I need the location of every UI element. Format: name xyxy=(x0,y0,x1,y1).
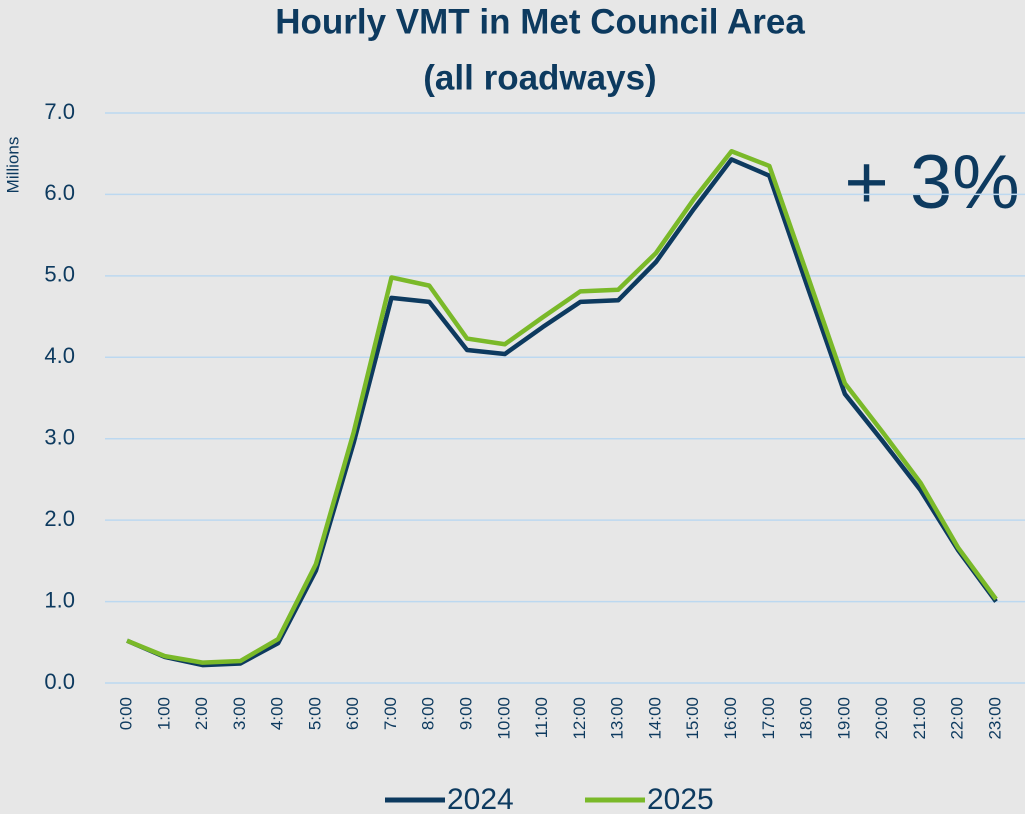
x-tick-label: 22:00 xyxy=(948,697,967,740)
legend-label: 2025 xyxy=(647,783,714,814)
x-tick-label: 11:00 xyxy=(532,697,551,738)
x-tick-label: 0:00 xyxy=(116,697,135,730)
x-tick-label: 7:00 xyxy=(381,697,400,730)
y-tick-label: 5.0 xyxy=(44,262,75,287)
x-tick-label: 23:00 xyxy=(985,697,1004,740)
line-series xyxy=(126,157,998,668)
x-tick-label: 1:00 xyxy=(154,697,173,730)
y-axis-label: Millions xyxy=(3,137,22,194)
x-tick-label: 3:00 xyxy=(230,697,249,730)
line-series xyxy=(126,149,998,665)
annotation: + 3% xyxy=(844,140,1019,225)
x-tick-label: 17:00 xyxy=(759,697,778,740)
x-tick-label: 8:00 xyxy=(419,697,438,730)
y-tick-label: 6.0 xyxy=(44,180,75,205)
legend-label: 2024 xyxy=(447,783,514,814)
x-tick-label: 12:00 xyxy=(570,697,589,740)
x-tick-label: 9:00 xyxy=(457,697,476,730)
x-tick-label: 14:00 xyxy=(645,697,664,740)
x-tick-label: 4:00 xyxy=(268,697,287,730)
x-tick-label: 16:00 xyxy=(721,697,740,740)
y-tick-label: 1.0 xyxy=(44,587,75,612)
y-tick-label: 3.0 xyxy=(44,425,75,450)
chart-title: Hourly VMT in Met Council Area xyxy=(275,2,805,41)
x-tick-label: 18:00 xyxy=(797,697,816,740)
x-tick-label: 21:00 xyxy=(910,697,929,740)
x-tick-label: 20:00 xyxy=(872,697,891,740)
x-tick-label: 15:00 xyxy=(683,697,702,740)
x-tick-label: 2:00 xyxy=(192,697,211,730)
y-tick-label: 4.0 xyxy=(44,343,75,368)
y-tick-label: 0.0 xyxy=(44,669,75,694)
x-tick-label: 6:00 xyxy=(343,697,362,730)
x-tick-label: 10:00 xyxy=(494,697,513,740)
chart-subtitle: (all roadways) xyxy=(423,58,656,97)
x-tick-label: 13:00 xyxy=(608,697,627,740)
y-tick-label: 7.0 xyxy=(44,99,75,124)
x-tick-label: 5:00 xyxy=(305,697,324,730)
y-tick-label: 2.0 xyxy=(44,506,75,531)
x-tick-label: 19:00 xyxy=(834,697,853,740)
